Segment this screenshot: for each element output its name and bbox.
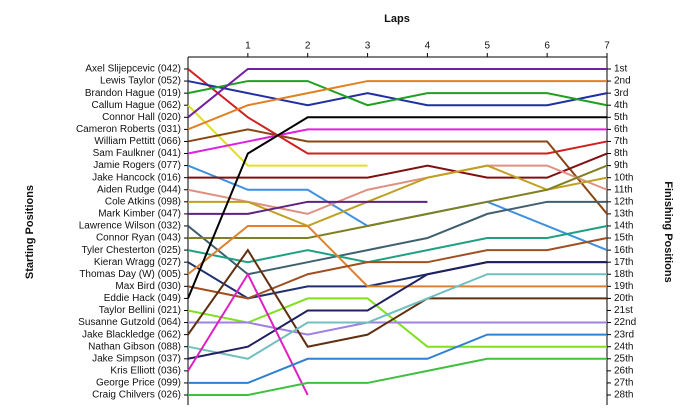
finish-label: 4th <box>614 100 628 111</box>
x-tick-label: 6 <box>544 41 550 52</box>
driver-line <box>187 68 608 155</box>
x-tick-label: 2 <box>305 41 311 52</box>
driver-line <box>187 224 607 288</box>
finish-label: 25th <box>614 353 633 364</box>
driver-label: Cole Atkins (098) <box>105 196 181 207</box>
finish-label: 28th <box>614 390 633 401</box>
driver-label: Aiden Rudge (044) <box>97 184 181 195</box>
finish-label: 1st <box>614 64 628 75</box>
driver-line <box>188 152 608 179</box>
driver-line <box>187 248 607 348</box>
finish-label: 5th <box>614 112 628 123</box>
finish-label: 22nd <box>614 317 636 328</box>
finish-label: 8th <box>614 148 628 159</box>
finish-label: 6th <box>614 124 628 135</box>
finish-label: 2nd <box>614 76 631 87</box>
driver-label: Connor Hall (020) <box>102 112 181 123</box>
driver-label: Mark Kimber (047) <box>98 209 181 220</box>
driver-line <box>188 164 608 228</box>
driver-line <box>187 200 607 276</box>
driver-label: Jake Blackledge (062) <box>82 329 181 340</box>
y2-axis-title: Finishing Positions <box>662 181 674 282</box>
driver-label: George Price (099) <box>96 378 181 389</box>
driver-line <box>187 273 607 360</box>
driver-label: Craig Chilvers (026) <box>92 390 181 401</box>
finish-label: 20th <box>614 293 633 304</box>
driver-label: Lawrence Wilson (032) <box>79 221 181 232</box>
driver-label: Axel Slijepcevic (042) <box>85 64 181 75</box>
finish-label: 15th <box>614 233 633 244</box>
finish-label: 26th <box>614 365 633 376</box>
driver-line <box>187 272 309 396</box>
x-tick-label: 7 <box>604 41 610 52</box>
driver-line <box>188 357 607 396</box>
finish-label: 17th <box>614 257 633 268</box>
driver-line <box>187 116 607 299</box>
driver-line <box>187 80 608 107</box>
driver-label: Jamie Rogers (077) <box>93 160 181 171</box>
driver-line <box>187 80 607 131</box>
driver-line <box>187 261 607 360</box>
finish-label: 19th <box>614 281 633 292</box>
driver-label: Kris Elliott (036) <box>110 365 181 376</box>
x-tick-label: 3 <box>365 41 371 52</box>
driver-label: Susanne Gutzold (064) <box>78 317 181 328</box>
driver-label: Eddie Hack (049) <box>104 293 181 304</box>
driver-label: Jake Hancock (016) <box>92 172 181 183</box>
finish-label: 12th <box>614 196 633 207</box>
driver-label: Max Bird (030) <box>115 281 181 292</box>
driver-label: Jake Simpson (037) <box>92 353 181 364</box>
finish-label: 7th <box>614 136 628 147</box>
finish-label: 23rd <box>614 329 634 340</box>
driver-line <box>187 224 608 264</box>
driver-label: Cameron Roberts (031) <box>76 124 181 135</box>
finish-label: 10th <box>614 172 633 183</box>
finish-label: 18th <box>614 269 633 280</box>
driver-label: William Pettitt (066) <box>94 136 181 147</box>
finish-label: 24th <box>614 341 633 352</box>
x-tick-label: 5 <box>485 41 491 52</box>
driver-line <box>187 128 608 215</box>
driver-label: Nathan Gibson (088) <box>88 341 181 352</box>
driver-line <box>187 237 608 300</box>
x-tick-label: 4 <box>425 41 431 52</box>
finish-label: 14th <box>614 221 633 232</box>
driver-line <box>188 164 608 240</box>
finish-label: 13th <box>614 209 633 220</box>
driver-label: Thomas Day (W) (005) <box>79 269 181 280</box>
finish-label: 9th <box>614 160 628 171</box>
driver-label: Brandon Hague (019) <box>85 88 181 99</box>
driver-line <box>188 200 428 215</box>
finish-label: 3rd <box>614 88 628 99</box>
driver-label: Taylor Bellini (021) <box>99 305 181 316</box>
finish-label: 11th <box>614 184 633 195</box>
driver-label: Tyler Chesterton (025) <box>82 245 182 256</box>
finish-label: 27th <box>614 378 633 389</box>
x-tick-label: 1 <box>245 41 251 52</box>
driver-label: Lewis Taylor (052) <box>100 76 181 87</box>
finish-label: 16th <box>614 245 633 256</box>
driver-label: Kieran Wragg (027) <box>94 257 181 268</box>
driver-label: Sam Faulkner (041) <box>93 148 181 159</box>
driver-line <box>188 333 607 384</box>
driver-label: Callum Hague (062) <box>92 100 182 111</box>
driver-label: Connor Ryan (043) <box>96 233 181 244</box>
chart-title: Laps <box>384 13 410 25</box>
finish-label: 21st <box>614 305 633 316</box>
driver-line <box>187 68 607 119</box>
y-axis-title: Starting Positions <box>24 185 36 279</box>
driver-line <box>187 128 607 155</box>
driver-line <box>188 321 607 336</box>
driver-line <box>187 164 608 215</box>
